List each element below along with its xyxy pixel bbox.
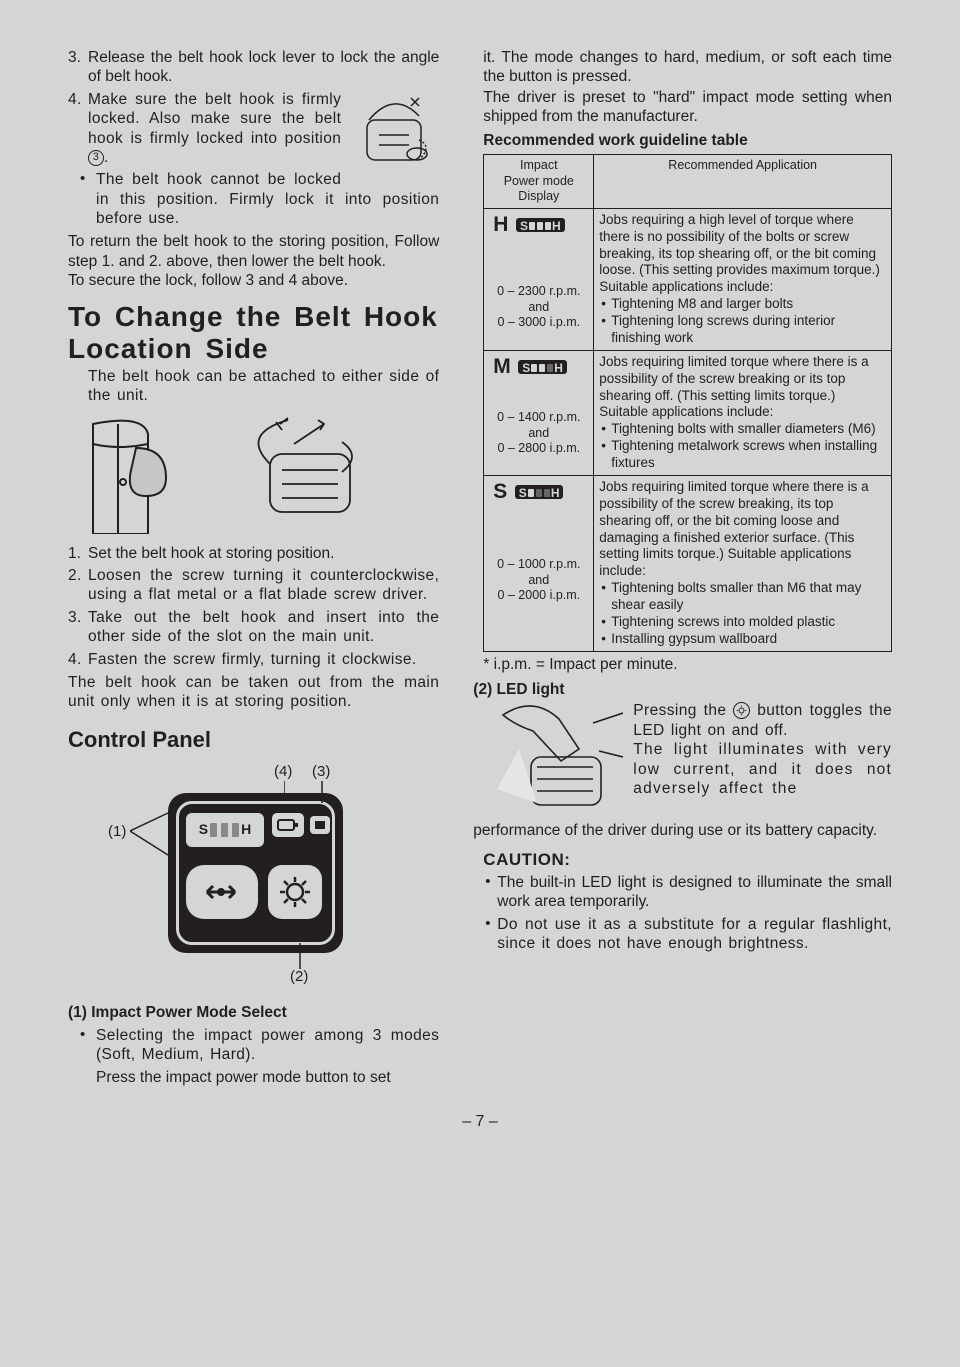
mode-m-desc-text: Jobs requiring limited torque where ther…	[599, 354, 868, 420]
mode-h-desc-text: Jobs requiring a high level of torque wh…	[599, 212, 880, 295]
mode-s-display-icon: SH	[515, 485, 564, 499]
mode-m-display-icon: SH	[518, 360, 567, 374]
caution-1: The built-in LED light is designed to il…	[473, 873, 892, 912]
page-number: – 7 –	[68, 1112, 892, 1132]
return-note-1: To return the belt hook to the storing p…	[68, 232, 439, 271]
mode-h-desc: Jobs requiring a high level of torque wh…	[594, 208, 892, 350]
position-3-icon: 3	[88, 150, 104, 166]
ipm-footnote: * i.p.m. = Impact per minute.	[473, 655, 892, 674]
caution-2: Do not use it as a substitute for a regu…	[473, 915, 892, 954]
cs-4-text: Fasten the screw firmly, turning it cloc…	[88, 651, 417, 668]
step-4-text-b: .	[104, 149, 109, 166]
cs-1: 1.Set the belt hook at storing position.	[88, 544, 439, 563]
mode-cycle-text: it. The mode changes to hard, medium, or…	[473, 48, 892, 87]
label-3: (3)	[312, 763, 330, 782]
table-title: Recommended work guideline table	[473, 131, 892, 150]
hook-illustration-small	[349, 90, 439, 174]
heading-change-side: To Change the Belt Hook Location Side	[68, 301, 439, 365]
mode-s-desc-text: Jobs requiring limited torque where ther…	[599, 479, 868, 578]
mode-h-ipm: 0 – 3000 i.p.m.	[497, 315, 580, 329]
mode-m-desc: Jobs requiring limited torque where ther…	[594, 350, 892, 475]
led-light-illustration	[483, 701, 623, 821]
mode-s-ipm: 0 – 2000 i.p.m.	[497, 588, 580, 602]
label-2: (2)	[290, 968, 308, 987]
th1c: Display	[518, 189, 559, 203]
mode-m-and: and	[528, 426, 549, 440]
mode-m-letter: M	[493, 354, 511, 380]
mode-s-letter: S	[493, 479, 507, 505]
sub-1-bullet: Selecting the impact power among 3 modes…	[68, 1026, 439, 1065]
mode-s-b2: Tightening screws into molded plastic	[599, 614, 886, 631]
mode-s-desc: Jobs requiring limited torque where ther…	[594, 475, 892, 651]
mode-m-b1: Tightening bolts with smaller diameters …	[599, 421, 886, 438]
th1b: Power mode	[504, 174, 574, 188]
change-side-note: The belt hook can be taken out from the …	[68, 673, 439, 712]
mode-s-and: and	[528, 573, 549, 587]
step-3: 3.Release the belt hook lock lever to lo…	[88, 48, 439, 87]
cs-4: 4.Fasten the screw firmly, turning it cl…	[88, 650, 439, 669]
mode-h-display-icon: SH	[516, 218, 565, 232]
step-4: 4. Make sure the belt hook is firmly loc…	[88, 90, 439, 168]
caution-heading: CAUTION:	[473, 849, 892, 870]
preset-text: The driver is preset to "hard" impact mo…	[473, 88, 892, 127]
label-1: (1)	[108, 823, 126, 842]
mode-s-b3: Installing gypsum wallboard	[599, 631, 886, 648]
led-title: (2) LED light	[473, 680, 892, 699]
cs-3-text: Take out the belt hook and insert into t…	[88, 609, 439, 645]
mode-h-and: and	[528, 300, 549, 314]
hook-warning: The belt hook cannot be locked in this p…	[68, 170, 439, 228]
cs-2: 2.Loosen the screw turning it counter­cl…	[88, 566, 439, 605]
return-note-2: To secure the lock, follow 3 and 4 above…	[68, 271, 439, 290]
th-app: Recommended Application	[594, 154, 892, 208]
light-button-icon	[733, 702, 750, 719]
mode-m-cell: M SH 0 – 1400 r.p.m. and 0 – 2800 i.p.m.	[484, 350, 594, 475]
belt-hook-illustrations	[88, 414, 439, 534]
mode-s-b1: Tightening bolts smaller than M6 that ma…	[599, 580, 886, 614]
led1a: Pressing the	[633, 702, 733, 719]
belt-hook-on-hip-icon	[88, 414, 198, 534]
label-4: (4)	[274, 763, 292, 782]
sub-1-title: (1) Impact Power Mode Select	[68, 1003, 439, 1022]
sub-1-press: Press the impact power mode button to se…	[68, 1068, 439, 1087]
cs-2-text: Loosen the screw turning it counter­cloc…	[88, 567, 439, 603]
mode-m-ipm: 0 – 2800 i.p.m.	[497, 441, 580, 455]
mode-m-b2: Tightening metalwork screws when install…	[599, 438, 886, 472]
change-side-sub: The belt hook can be attached to either …	[68, 367, 439, 406]
mode-m-rpm: 0 – 1400 r.p.m.	[497, 410, 580, 424]
mode-h-b2: Tightening long screws during interior f…	[599, 313, 886, 347]
step-4-text-a: Make sure the belt hook is firmly locked…	[88, 91, 341, 147]
th-mode: Impact Power mode Display	[484, 154, 594, 208]
th1a: Impact	[520, 158, 558, 172]
cs-3: 3.Take out the belt hook and insert into…	[88, 608, 439, 647]
belt-hook-remove-icon	[214, 414, 364, 534]
mode-s-rpm: 0 – 1000 r.p.m.	[497, 557, 580, 571]
mode-s-cell: S SH 0 – 1000 r.p.m. and 0 – 2000 i.p.m.	[484, 475, 594, 651]
mode-h-letter: H	[493, 212, 508, 238]
led-text-3: performance of the driver during use or …	[473, 821, 892, 840]
step-3-text: Release the belt hook lock lever to lock…	[88, 49, 439, 85]
heading-control-panel: Control Panel	[68, 726, 439, 754]
mode-h-b1: Tightening M8 and larger bolts	[599, 296, 886, 313]
mode-h-rpm: 0 – 2300 r.p.m.	[497, 284, 580, 298]
control-panel-figure: SH (1) (4) (3) (2)	[68, 763, 388, 993]
mode-h-cell: H SH 0 – 2300 r.p.m. and 0 – 3000 i.p.m.	[484, 208, 594, 350]
cs-1-text: Set the belt hook at storing position.	[88, 545, 334, 562]
guideline-table: Impact Power mode Display Recommended Ap…	[483, 154, 892, 652]
